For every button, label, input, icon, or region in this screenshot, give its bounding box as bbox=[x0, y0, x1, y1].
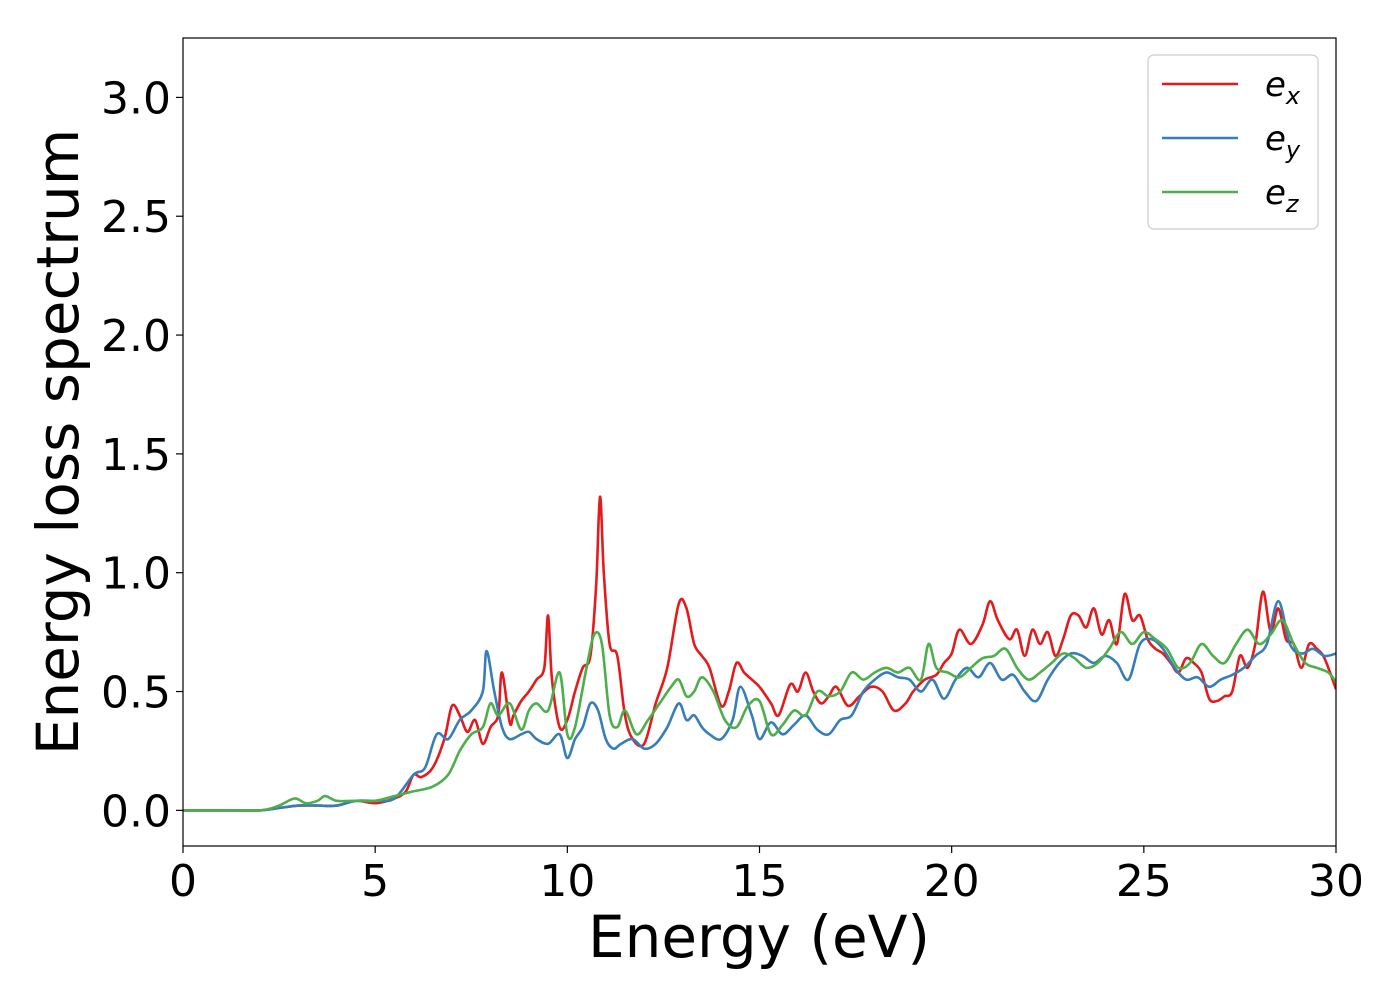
y-tick-label: 0.5 bbox=[101, 668, 171, 719]
x-tick-label: 15 bbox=[732, 856, 788, 907]
y-axis: 0.0 0.5 1.0 1.5 2.0 2.5 3.0 bbox=[101, 73, 183, 837]
y-tick-label: 1.5 bbox=[101, 430, 171, 481]
y-tick-label: 0.0 bbox=[101, 786, 171, 837]
y-tick-label: 1.0 bbox=[101, 549, 171, 600]
legend-label-e-z: ez bbox=[1265, 173, 1300, 218]
x-tick-label: 30 bbox=[1308, 856, 1364, 907]
x-axis-label: Energy (eV) bbox=[588, 903, 930, 971]
series-line-e-y bbox=[183, 599, 1336, 812]
x-tick-label: 0 bbox=[169, 856, 197, 907]
y-axis-label: Energy loss spectrum bbox=[24, 129, 92, 755]
legend-label-e-y: ey bbox=[1265, 119, 1301, 164]
legend: ex ey ez bbox=[1147, 54, 1319, 230]
x-tick-label: 25 bbox=[1116, 856, 1172, 907]
x-tick-label: 10 bbox=[539, 856, 595, 907]
legend-label-e-x: ex bbox=[1265, 65, 1301, 110]
legend-box bbox=[1147, 54, 1319, 230]
series-layer bbox=[183, 495, 1336, 813]
y-tick-label: 2.0 bbox=[101, 311, 171, 362]
y-tick-label: 3.0 bbox=[101, 73, 171, 124]
x-tick-label: 20 bbox=[924, 856, 980, 907]
y-tick-label: 2.5 bbox=[101, 192, 171, 243]
x-tick-label: 5 bbox=[361, 856, 389, 907]
x-axis: 0 5 10 15 20 25 30 bbox=[169, 846, 1364, 907]
series-line-e-z bbox=[183, 618, 1336, 813]
